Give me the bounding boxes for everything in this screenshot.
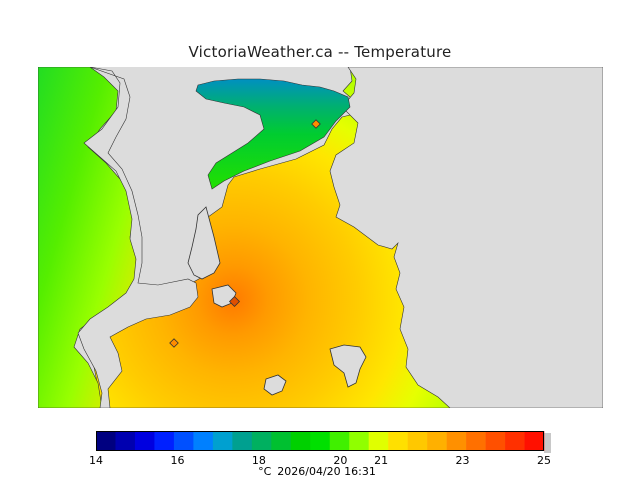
temperature-map[interactable] (38, 67, 603, 408)
legend-color-swatch (466, 431, 486, 451)
legend-color-swatch (310, 431, 331, 451)
legend-color-swatch (154, 431, 175, 451)
legend-color-swatch (427, 431, 447, 451)
legend-color-swatch (485, 431, 506, 451)
water-north (195, 78, 351, 190)
map-title: VictoriaWeather.ca -- Temperature (188, 43, 452, 61)
legend-color-swatch (115, 431, 136, 451)
legend-color-swatch (212, 431, 233, 451)
temperature-unit: °C (258, 465, 272, 478)
legend-color-swatch (193, 431, 214, 451)
legend-shadow (544, 433, 551, 453)
weather-station-marker[interactable] (169, 338, 179, 348)
legend-color-swatch (232, 431, 253, 451)
land-west (77, 67, 199, 408)
legend-color-swatch (349, 431, 369, 451)
legend-color-swatch (173, 431, 194, 451)
legend-color-swatch (524, 431, 545, 451)
legend-color-swatch (407, 431, 428, 451)
legend-color-swatch (388, 431, 408, 451)
legend-tick-label: 18 (251, 454, 266, 467)
legend-tick-label: 16 (170, 454, 185, 467)
island-south-small (263, 374, 287, 396)
island-south-east (329, 344, 367, 388)
land-east (329, 67, 603, 408)
legend-color-swatch (290, 431, 311, 451)
weather-station-marker[interactable] (228, 295, 241, 308)
weather-station-marker[interactable] (311, 119, 321, 129)
timestamp: 2026/04/20 16:31 (277, 465, 376, 478)
legend-tick-label: 14 (89, 454, 103, 467)
temperature-color-legend (96, 431, 551, 453)
legend-color-swatch (251, 431, 272, 451)
legend-tick-label: 23 (455, 454, 470, 467)
legend-tick-label: 21 (374, 454, 389, 467)
legend-border (96, 431, 544, 451)
legend-color-swatch (505, 431, 525, 451)
legend-tick-label: 25 (537, 454, 551, 467)
legend-color-swatch (368, 431, 389, 451)
legend-color-swatch (271, 431, 292, 451)
island-central (187, 206, 221, 280)
legend-color-swatch (329, 431, 350, 451)
legend-color-swatch (96, 431, 116, 451)
legend-color-swatch (134, 431, 155, 451)
legend-tick-label: 20 (333, 454, 348, 467)
map-footer: °C 2026/04/20 16:31 (0, 465, 640, 478)
legend-color-swatch (446, 431, 467, 451)
